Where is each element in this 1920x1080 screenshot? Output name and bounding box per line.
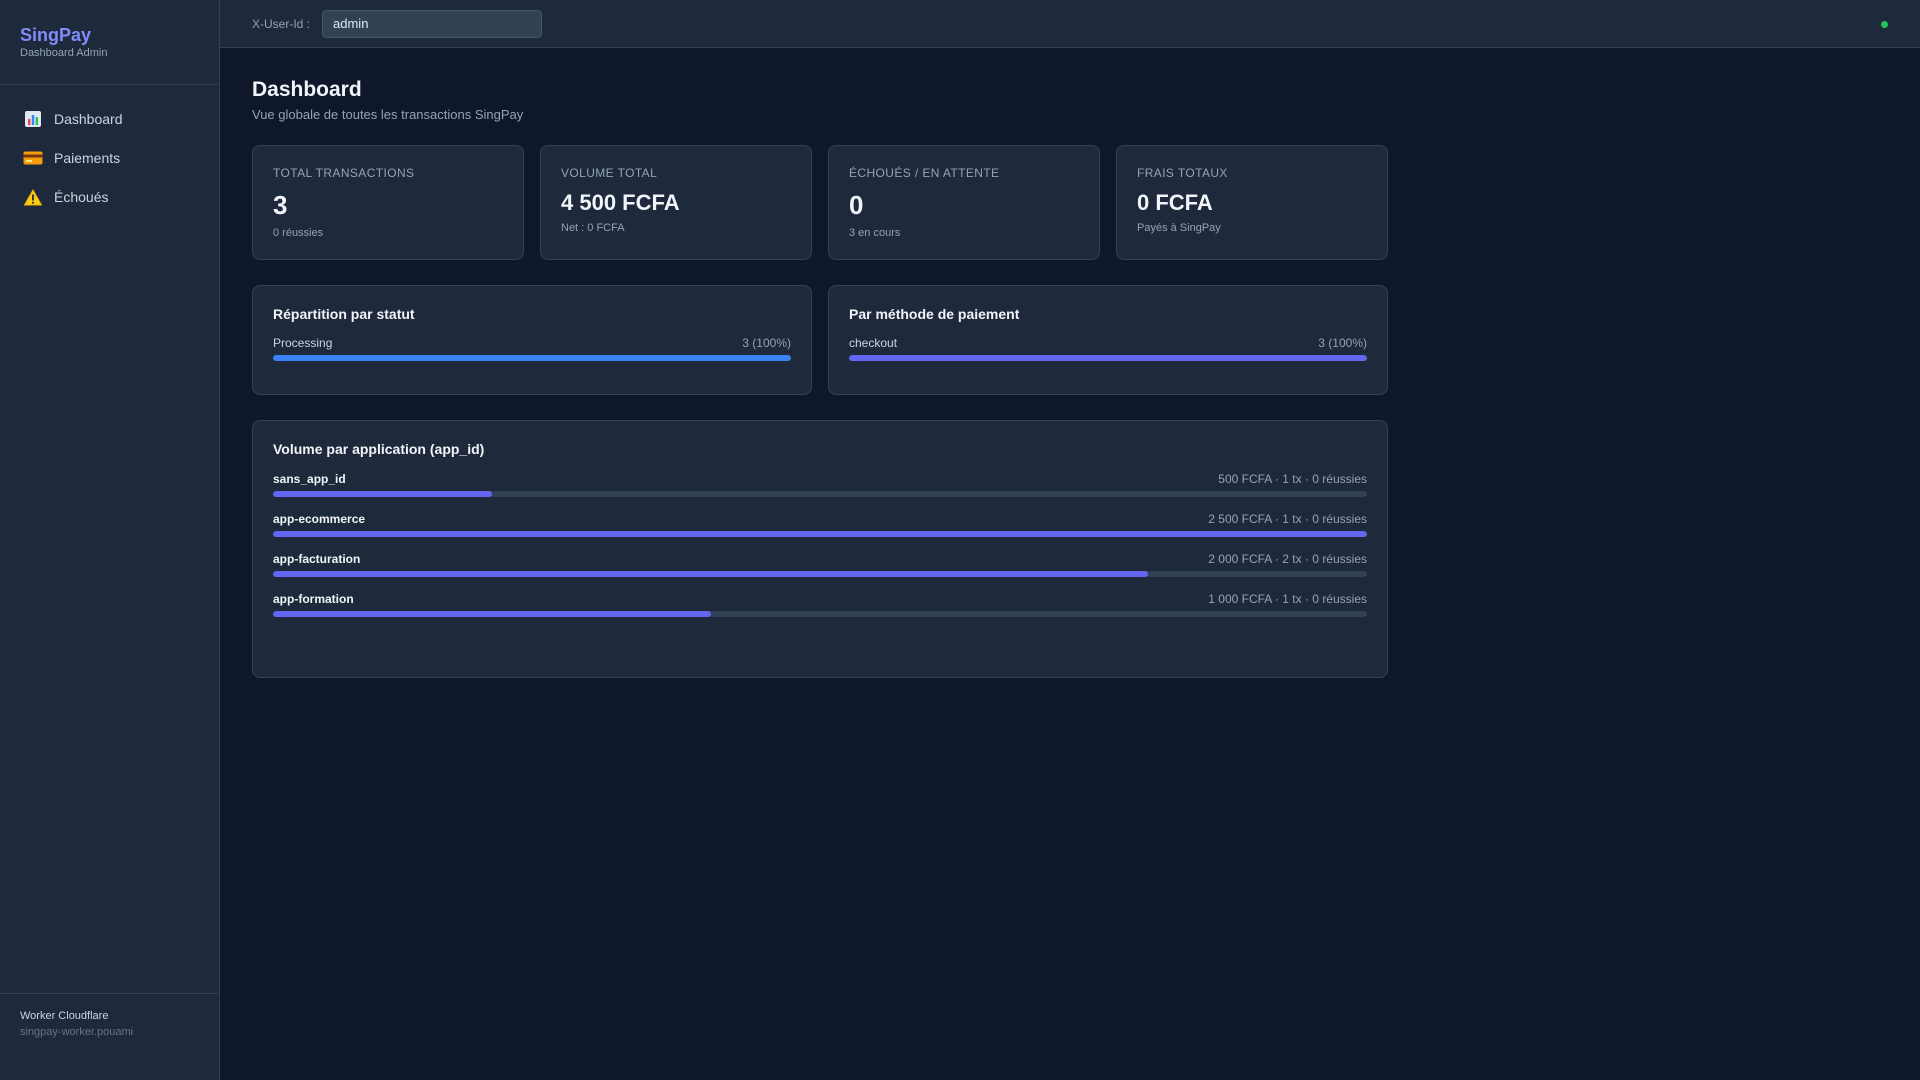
sidebar-item-label: Échoués — [54, 189, 109, 205]
app-name: app-facturation — [273, 552, 361, 566]
stat-sub: 3 en cours — [849, 227, 901, 239]
app-row: app-facturation 2 000 FCFA · 2 tx · 0 ré… — [273, 552, 1367, 577]
app-stats: 1 000 FCFA · 1 tx · 0 réussies — [1208, 592, 1367, 606]
progress-fill — [849, 355, 1367, 361]
progress-fill — [273, 491, 492, 497]
stats-row: Total transactions 3 0 réussies Volume t… — [252, 145, 1608, 260]
stat-card-volume-total: Volume total 4 500 FCFA Net : 0 FCFA — [540, 145, 812, 260]
brand-title[interactable]: SingPay — [20, 25, 92, 45]
stat-card-frais-totaux: Frais totaux 0 FCFA Payés à SingPay — [1116, 145, 1388, 260]
app-stats: 2 000 FCFA · 2 tx · 0 réussies — [1208, 552, 1367, 566]
app-stats: 500 FCFA · 1 tx · 0 réussies — [1218, 472, 1367, 486]
progress-track — [273, 491, 1367, 497]
connection-status-dot — [1881, 21, 1888, 28]
app-row: app-ecommerce 2 500 FCFA · 1 tx · 0 réus… — [273, 512, 1367, 537]
app-name: app-formation — [273, 592, 354, 606]
sidebar-item-echoues[interactable]: Échoués — [8, 179, 211, 215]
stat-value: 0 FCFA — [1137, 190, 1213, 215]
brand-subtitle: Dashboard Admin — [20, 47, 108, 59]
main: X-User-Id : Dashboard Vue globale de tou… — [220, 0, 1920, 1080]
bar-chart-icon — [22, 109, 44, 129]
app-row: sans_app_id 500 FCFA · 1 tx · 0 réussies — [273, 472, 1367, 497]
stat-sub: Payés à SingPay — [1137, 222, 1221, 234]
progress-track — [273, 355, 791, 361]
sidebar: SingPay Dashboard Admin Dashboard — [0, 0, 220, 1080]
breakdown-row: Répartition par statut Processing 3 (100… — [252, 285, 1608, 395]
stat-label: Échoués / En attente — [849, 166, 1000, 180]
progress-track — [273, 611, 1367, 617]
status-count: 3 (100%) — [742, 336, 791, 350]
progress-track — [273, 571, 1367, 577]
progress-fill — [273, 531, 1367, 537]
stat-card-total-transactions: Total transactions 3 0 réussies — [252, 145, 524, 260]
app-stats: 2 500 FCFA · 1 tx · 0 réussies — [1208, 512, 1367, 526]
user-id-label: X-User-Id : — [252, 16, 311, 31]
stat-card-echoues: Échoués / En attente 0 3 en cours — [828, 145, 1100, 260]
panel-title: Répartition par statut — [273, 306, 415, 322]
stat-label: Volume total — [561, 166, 658, 180]
stat-sub: Net : 0 FCFA — [561, 222, 625, 234]
stat-label: Frais totaux — [1137, 166, 1228, 180]
app-volume-panel: Volume par application (app_id) sans_app… — [252, 420, 1388, 678]
brand: SingPay Dashboard Admin — [0, 0, 219, 85]
progress-fill — [273, 571, 1149, 577]
method-label: checkout — [849, 336, 898, 350]
worker-host: singpay-worker.pouami — [20, 1026, 134, 1038]
page-title: Dashboard — [252, 78, 362, 101]
method-row: checkout 3 (100%) — [849, 336, 1367, 361]
stat-sub: 0 réussies — [273, 227, 324, 239]
method-breakdown-panel: Par méthode de paiement checkout 3 (100%… — [828, 285, 1388, 395]
progress-track — [273, 531, 1367, 537]
sidebar-nav: Dashboard Paiements — [0, 85, 219, 993]
stat-value: 4 500 FCFA — [561, 190, 680, 215]
status-row: Processing 3 (100%) — [273, 336, 791, 361]
method-count: 3 (100%) — [1318, 336, 1367, 350]
panel-title: Volume par application (app_id) — [273, 441, 485, 457]
stat-value: 3 — [273, 190, 288, 220]
app-name: app-ecommerce — [273, 512, 366, 526]
dashboard-content: Dashboard Vue globale de toutes les tran… — [220, 48, 1640, 678]
sidebar-item-label: Dashboard — [54, 111, 123, 127]
stat-value: 0 — [849, 190, 864, 220]
progress-fill — [273, 355, 791, 361]
status-label: Processing — [273, 336, 333, 350]
app-row: app-formation 1 000 FCFA · 1 tx · 0 réus… — [273, 592, 1367, 617]
progress-fill — [273, 611, 711, 617]
status-breakdown-panel: Répartition par statut Processing 3 (100… — [252, 285, 812, 395]
app-name: sans_app_id — [273, 472, 346, 486]
worker-title: Worker Cloudflare — [20, 1010, 109, 1022]
credit-card-icon — [22, 148, 44, 168]
topbar: X-User-Id : — [220, 0, 1920, 48]
sidebar-item-paiements[interactable]: Paiements — [8, 140, 211, 176]
progress-track — [849, 355, 1367, 361]
user-id-input[interactable] — [322, 9, 543, 38]
page-subtitle: Vue globale de toutes les transactions S… — [252, 107, 524, 122]
sidebar-item-label: Paiements — [54, 150, 121, 166]
panel-title: Par méthode de paiement — [849, 306, 1020, 322]
sidebar-item-dashboard[interactable]: Dashboard — [8, 101, 211, 137]
warning-icon — [22, 187, 44, 207]
sidebar-footer: Worker Cloudflare singpay-worker.pouami — [0, 993, 219, 1080]
stat-label: Total transactions — [273, 166, 415, 180]
